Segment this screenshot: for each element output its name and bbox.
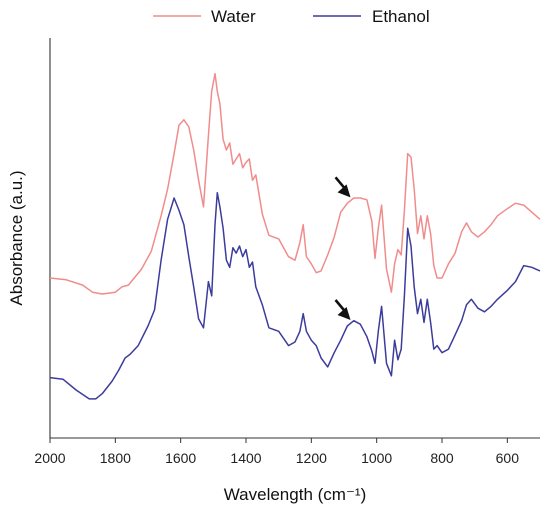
x-tick-label: 800 [430,450,454,466]
x-tick-label: 1200 [296,450,327,466]
x-tick-label: 1600 [165,450,196,466]
plot-frame [49,38,540,439]
x-tick-label: 1000 [361,450,392,466]
annotation-arrow-water [334,176,351,198]
legend: Water Ethanol [153,7,430,26]
x-tick-label: 1800 [100,450,131,466]
legend-label-water: Water [211,7,256,26]
series-line-water [49,72,541,295]
x-tick-label: 1400 [230,450,261,466]
x-tick-label: 2000 [34,450,65,466]
x-axis-title: Wavelength (cm⁻¹) [224,485,366,504]
series-line-ethanol [49,191,541,400]
annotation-arrow-ethanol [334,299,351,320]
x-tick-label: 600 [496,450,520,466]
series-layer [49,72,541,400]
legend-label-ethanol: Ethanol [372,7,430,26]
x-axis-ticks: 2000 1800 1600 1400 1200 1000 800 600 [34,438,519,466]
annotation-layer [334,176,351,320]
y-axis-title: Absorbance (a.u.) [7,170,26,305]
